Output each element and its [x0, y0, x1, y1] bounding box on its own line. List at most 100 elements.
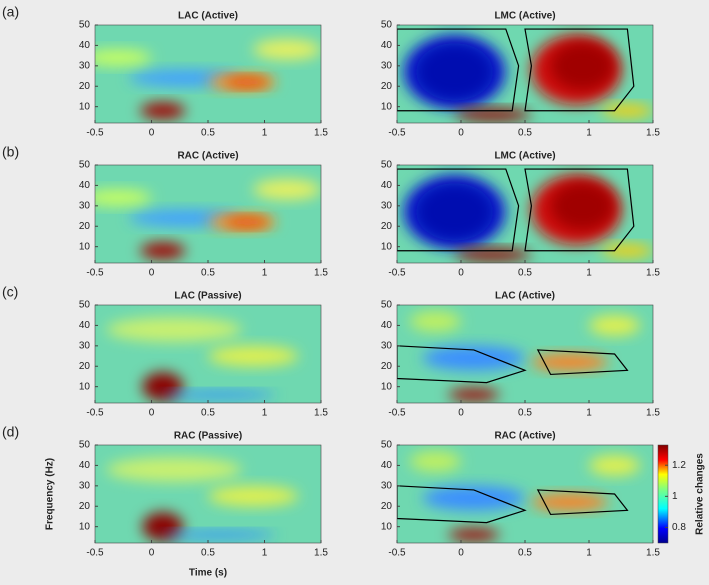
- contour: [524, 28, 635, 112]
- y-tick-label: 30: [79, 60, 91, 71]
- x-tick-label: 0.5: [201, 128, 215, 139]
- x-tick-label: -0.5: [388, 408, 406, 419]
- y-tick-label: 30: [381, 480, 393, 491]
- y-tick-label: 30: [79, 200, 91, 211]
- heatmap: [397, 25, 653, 123]
- y-tick-label: 50: [79, 160, 91, 171]
- x-tick-label: 0.5: [201, 268, 215, 279]
- x-tick-label: 0.5: [518, 268, 532, 279]
- panel-label: (d): [2, 424, 19, 440]
- x-tick-label: 0.5: [518, 408, 532, 419]
- heatmap-blob: [409, 311, 461, 332]
- heatmap: [95, 25, 321, 123]
- plot-title: LMC (Active): [494, 11, 555, 22]
- y-tick-label: 10: [79, 381, 91, 392]
- y-tick-label: 40: [381, 460, 393, 471]
- y-tick-label: 30: [381, 60, 393, 71]
- x-tick-label: 0: [149, 268, 155, 279]
- heatmap: [397, 305, 653, 403]
- x-tick-label: 1: [586, 128, 592, 139]
- heatmap-blob: [531, 354, 609, 371]
- x-tick-label: 0: [458, 268, 464, 279]
- y-tick-label: 50: [79, 300, 91, 311]
- y-tick-label: 20: [79, 501, 91, 512]
- y-tick-label: 50: [381, 20, 393, 31]
- heatmap-blob: [454, 108, 532, 121]
- heatmap-blob: [208, 485, 299, 507]
- y-tick-label: 50: [79, 440, 91, 451]
- heatmap-blob: [422, 485, 525, 511]
- colorbar-label: Relative changes: [695, 453, 706, 535]
- y-tick-label: 10: [381, 241, 393, 252]
- y-tick-label: 20: [381, 361, 393, 372]
- heatmap-blob: [409, 451, 461, 472]
- heatmap-blob: [253, 39, 321, 60]
- heatmap-blob: [208, 345, 299, 367]
- colorbar: [657, 444, 669, 544]
- heatmap-blob: [550, 41, 615, 91]
- x-tick-label: 0: [458, 408, 464, 419]
- heatmap-blob: [95, 189, 152, 206]
- colorbar-tick-label: 1.2: [672, 460, 686, 471]
- y-tick-label: 30: [79, 340, 91, 351]
- plot-title: LAC (Active): [178, 11, 238, 22]
- heatmap-blob: [422, 345, 525, 371]
- heatmap-blob: [106, 457, 242, 482]
- x-tick-label: -0.5: [86, 548, 104, 559]
- y-axis-label: Frequency (Hz): [45, 458, 56, 530]
- y-tick-label: 40: [79, 460, 91, 471]
- heatmap: [95, 305, 321, 403]
- heatmap-blob: [224, 217, 271, 228]
- heatmap-blob: [106, 317, 242, 342]
- heatmap-blob: [162, 390, 276, 399]
- x-axis-label: Time (s): [189, 568, 227, 579]
- heatmap: [397, 445, 653, 543]
- x-tick-label: 1.5: [314, 548, 328, 559]
- y-tick-label: 10: [79, 521, 91, 532]
- contour: [536, 489, 629, 516]
- y-tick-label: 20: [381, 221, 393, 232]
- plot-title: LAC (Active): [495, 291, 555, 302]
- x-tick-label: 1.5: [646, 128, 660, 139]
- heatmap-blob: [531, 494, 609, 511]
- y-tick-label: 40: [381, 40, 393, 51]
- y-tick-label: 20: [79, 81, 91, 92]
- y-tick-label: 30: [79, 480, 91, 491]
- x-tick-label: 1.5: [314, 268, 328, 279]
- heatmap-blob: [416, 183, 493, 241]
- heatmap-blob: [253, 179, 321, 200]
- heatmap-blob: [224, 77, 271, 88]
- x-tick-label: 1: [586, 408, 592, 419]
- x-tick-label: -0.5: [86, 408, 104, 419]
- heatmap-blob: [589, 455, 641, 476]
- colorbar-tick-label: 0.8: [672, 522, 686, 533]
- x-tick-label: 0.5: [518, 548, 532, 559]
- colorbar-tick-label: 1: [672, 491, 678, 502]
- y-tick-label: 30: [381, 200, 393, 211]
- x-tick-label: 0: [149, 408, 155, 419]
- y-tick-label: 10: [79, 241, 91, 252]
- contour: [397, 485, 527, 524]
- plot-title: RAC (Active): [494, 431, 555, 442]
- heatmap-blob: [95, 49, 152, 66]
- contour: [536, 349, 629, 376]
- heatmap-blob: [162, 530, 276, 539]
- panel-label: (a): [2, 4, 19, 20]
- x-tick-label: -0.5: [388, 548, 406, 559]
- plot-title: RAC (Passive): [174, 431, 242, 442]
- x-tick-label: -0.5: [388, 268, 406, 279]
- y-tick-label: 40: [79, 320, 91, 331]
- x-tick-label: 0: [458, 548, 464, 559]
- heatmap-blob: [454, 248, 532, 261]
- heatmap-blob: [140, 102, 186, 119]
- y-tick-label: 40: [381, 180, 393, 191]
- x-tick-label: 1: [586, 268, 592, 279]
- y-tick-label: 50: [381, 160, 393, 171]
- x-tick-label: 0.5: [518, 128, 532, 139]
- heatmap-blob: [448, 528, 500, 541]
- y-tick-label: 30: [381, 340, 393, 351]
- y-tick-label: 20: [381, 81, 393, 92]
- heatmap: [95, 165, 321, 263]
- contour: [524, 168, 635, 252]
